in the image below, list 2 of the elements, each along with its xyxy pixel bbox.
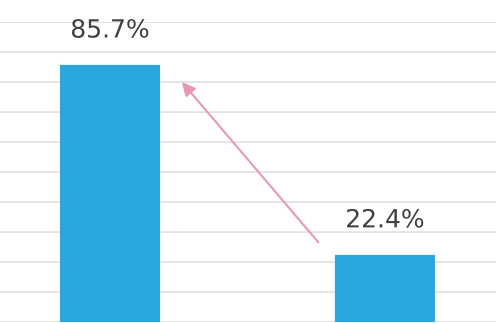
data-label: 85.7% bbox=[72, 18, 148, 38]
data-label: 22.4% bbox=[347, 208, 424, 228]
